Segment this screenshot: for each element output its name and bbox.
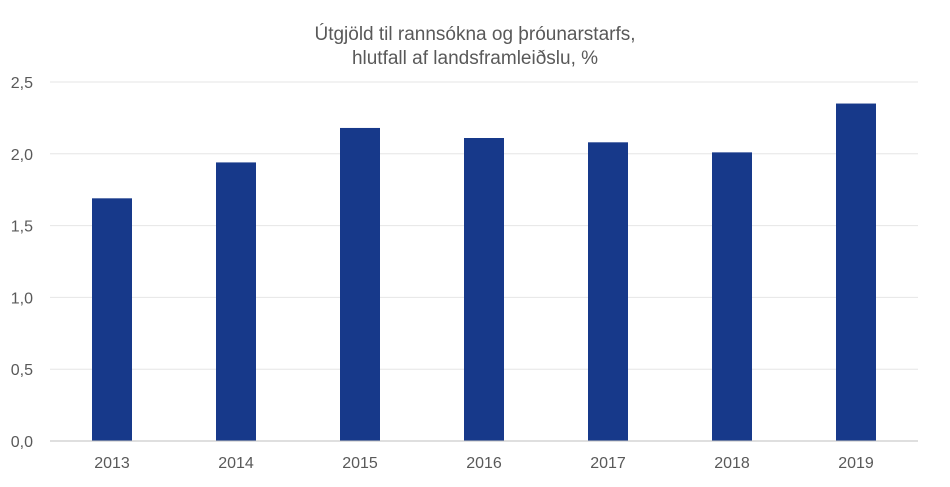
bars	[92, 103, 876, 442]
bar-2015	[340, 127, 380, 442]
y-tick-label: 0,5	[11, 362, 33, 379]
x-tick-label: 2014	[218, 455, 254, 472]
chart-title-line-2: hlutfall af landsframleiðslu, %	[352, 48, 598, 69]
y-tick-label: 1,5	[11, 219, 33, 236]
x-tick-label: 2018	[714, 455, 750, 472]
bar-2019	[836, 103, 876, 441]
bar-2013	[92, 198, 132, 441]
bar-2016	[464, 138, 504, 441]
y-axis-ticks: 0,0 0,5 1,0 1,5 2,0 2,5	[11, 75, 33, 451]
x-tick-label: 2019	[838, 455, 874, 472]
x-tick-label: 2013	[94, 455, 130, 472]
bar-2018	[712, 152, 752, 441]
y-tick-label: 1,0	[11, 290, 33, 307]
x-tick-label: 2016	[466, 455, 502, 472]
x-tick-label: 2017	[590, 455, 626, 472]
chart-title-line-1: Útgjöld til rannsókna og þróunarstarfs,	[314, 23, 635, 45]
y-tick-label: 2,5	[11, 75, 33, 92]
y-tick-label: 0,0	[11, 434, 33, 451]
bar-2017	[588, 142, 628, 441]
y-tick-label: 2,0	[11, 147, 33, 164]
bar-2014	[216, 162, 256, 441]
x-axis-ticks: 2013 2014 2015 2016 2017 2018 2019	[94, 455, 874, 472]
x-tick-label: 2015	[342, 455, 378, 472]
